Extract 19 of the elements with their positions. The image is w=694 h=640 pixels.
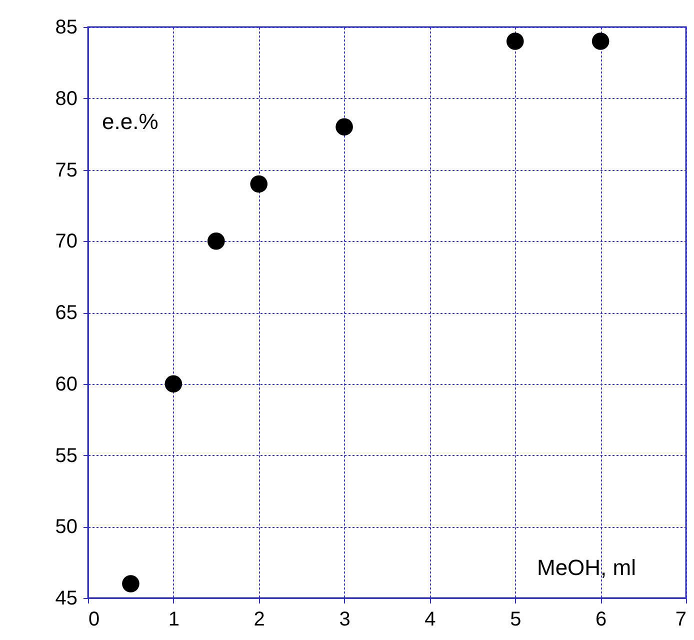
x-tick-label: 3 xyxy=(339,608,350,630)
x-tick-label: 0 xyxy=(88,608,100,630)
y-axis-title: e.e.% xyxy=(102,109,158,134)
x-tick-label: 2 xyxy=(254,608,265,630)
x-tick-label: 5 xyxy=(510,608,522,630)
y-tick-label: 60 xyxy=(55,373,78,396)
y-tick-label: 80 xyxy=(55,88,78,110)
y-tick-label: 45 xyxy=(55,588,78,610)
x-tick-label: 7 xyxy=(675,608,686,630)
x-tick-label: 4 xyxy=(424,608,436,630)
y-tick-label: 75 xyxy=(55,159,78,182)
x-tick-label: 6 xyxy=(596,608,607,630)
y-tick-label: 70 xyxy=(55,230,78,253)
y-tick-label: 65 xyxy=(55,302,78,324)
y-tick-label: 85 xyxy=(55,16,78,38)
y-tick-label: 55 xyxy=(55,444,78,467)
x-tick-label: 1 xyxy=(168,608,180,630)
x-axis-title: MeOH, ml xyxy=(537,555,636,580)
y-tick-label: 50 xyxy=(55,516,78,538)
